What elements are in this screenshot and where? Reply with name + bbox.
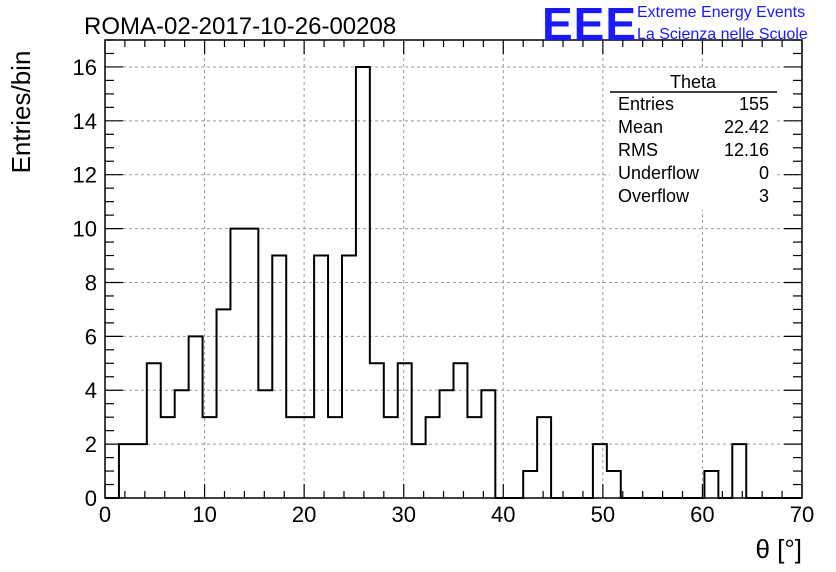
brand-line-2: La Scienza nelle Scuole xyxy=(637,26,808,43)
stats-overflow-value: 3 xyxy=(759,186,769,206)
stats-mean-label: Mean xyxy=(618,117,663,137)
y-tick-label: 10 xyxy=(73,217,97,242)
x-tick-label: 30 xyxy=(391,502,415,527)
y-tick-labels: 0 2 4 6 8 10 12 14 16 xyxy=(73,55,97,511)
y-axis-label: Entries/bin xyxy=(6,51,36,174)
stats-box: Theta Entries 155 Mean 22.42 RMS 12.16 U… xyxy=(610,70,777,210)
stats-underflow-label: Underflow xyxy=(618,163,700,183)
x-tick-label: 0 xyxy=(99,502,111,527)
x-axis-label: θ [°] xyxy=(755,534,802,564)
chart-title: ROMA-02-2017-10-26-00208 xyxy=(84,13,396,40)
x-tick-label: 10 xyxy=(192,502,216,527)
y-tick-label: 6 xyxy=(85,324,97,349)
brand-line-1: Extreme Energy Events xyxy=(637,4,805,21)
stats-rms-value: 12.16 xyxy=(724,140,769,160)
x-tick-label: 70 xyxy=(790,502,814,527)
y-tick-label: 0 xyxy=(85,486,97,511)
stats-underflow-value: 0 xyxy=(759,163,769,183)
stats-box-title: Theta xyxy=(670,72,717,92)
y-tick-label: 2 xyxy=(85,432,97,457)
stats-overflow-label: Overflow xyxy=(618,186,690,206)
y-tick-label: 12 xyxy=(73,163,97,188)
stats-entries-label: Entries xyxy=(618,94,674,114)
x-tick-label: 60 xyxy=(690,502,714,527)
plot-frame xyxy=(104,39,803,499)
y-tick-label: 4 xyxy=(85,378,97,403)
y-tick-label: 16 xyxy=(73,55,97,80)
x-tick-label: 50 xyxy=(591,502,615,527)
eee-logo: EEE xyxy=(542,0,637,50)
x-tick-label: 20 xyxy=(292,502,316,527)
stats-mean-value: 22.42 xyxy=(724,117,769,137)
y-tick-label: 8 xyxy=(85,270,97,295)
y-tick-label: 14 xyxy=(73,109,97,134)
x-tick-labels: 0 10 20 30 40 50 60 70 xyxy=(99,502,814,527)
stats-entries-value: 155 xyxy=(739,94,769,114)
stats-rms-label: RMS xyxy=(618,140,658,160)
x-tick-label: 40 xyxy=(491,502,515,527)
